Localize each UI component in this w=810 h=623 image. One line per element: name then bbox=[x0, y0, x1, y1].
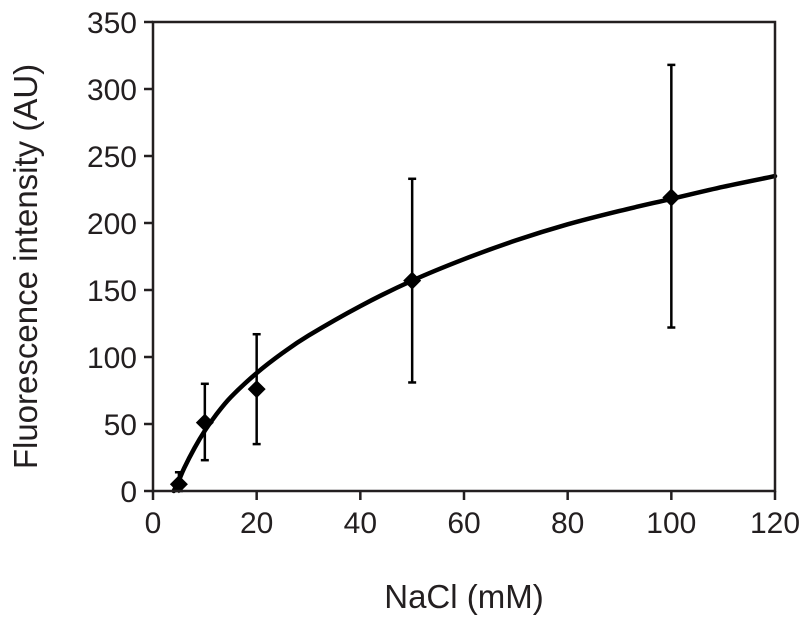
y-tick-label: 50 bbox=[104, 409, 137, 442]
x-tick-label: 20 bbox=[240, 507, 273, 540]
x-tick-label: 60 bbox=[447, 507, 480, 540]
tick-labels: 0 20 40 60 80 100 120 0 50 100 150 200 250 300 350 bbox=[87, 7, 800, 540]
data-layer bbox=[169, 63, 778, 494]
data-point-marker bbox=[247, 380, 266, 399]
x-tick-label: 40 bbox=[344, 507, 377, 540]
tick-marks bbox=[144, 20, 777, 500]
y-axis-title: Fluorescence intensity (AU) bbox=[7, 64, 44, 469]
data-point-marker bbox=[403, 271, 422, 290]
plot-frame bbox=[151, 20, 777, 493]
data-point-marker bbox=[195, 413, 214, 432]
y-tick-label: 100 bbox=[87, 342, 137, 375]
y-tick-label: 350 bbox=[87, 7, 137, 40]
data-point-marker bbox=[169, 475, 188, 494]
y-tick-label: 300 bbox=[87, 74, 137, 107]
x-tick-label: 0 bbox=[145, 507, 162, 540]
x-tick-label: 120 bbox=[750, 507, 800, 540]
x-tick-label: 100 bbox=[646, 507, 696, 540]
y-tick-label: 250 bbox=[87, 141, 137, 174]
y-tick-label: 200 bbox=[87, 208, 137, 241]
fit-curve bbox=[171, 173, 778, 494]
y-tick-label: 150 bbox=[87, 275, 137, 308]
x-axis-title: NaCl (mM) bbox=[384, 578, 543, 615]
x-tick-label: 80 bbox=[551, 507, 584, 540]
data-point-marker bbox=[662, 188, 681, 207]
y-tick-label: 0 bbox=[120, 476, 137, 509]
